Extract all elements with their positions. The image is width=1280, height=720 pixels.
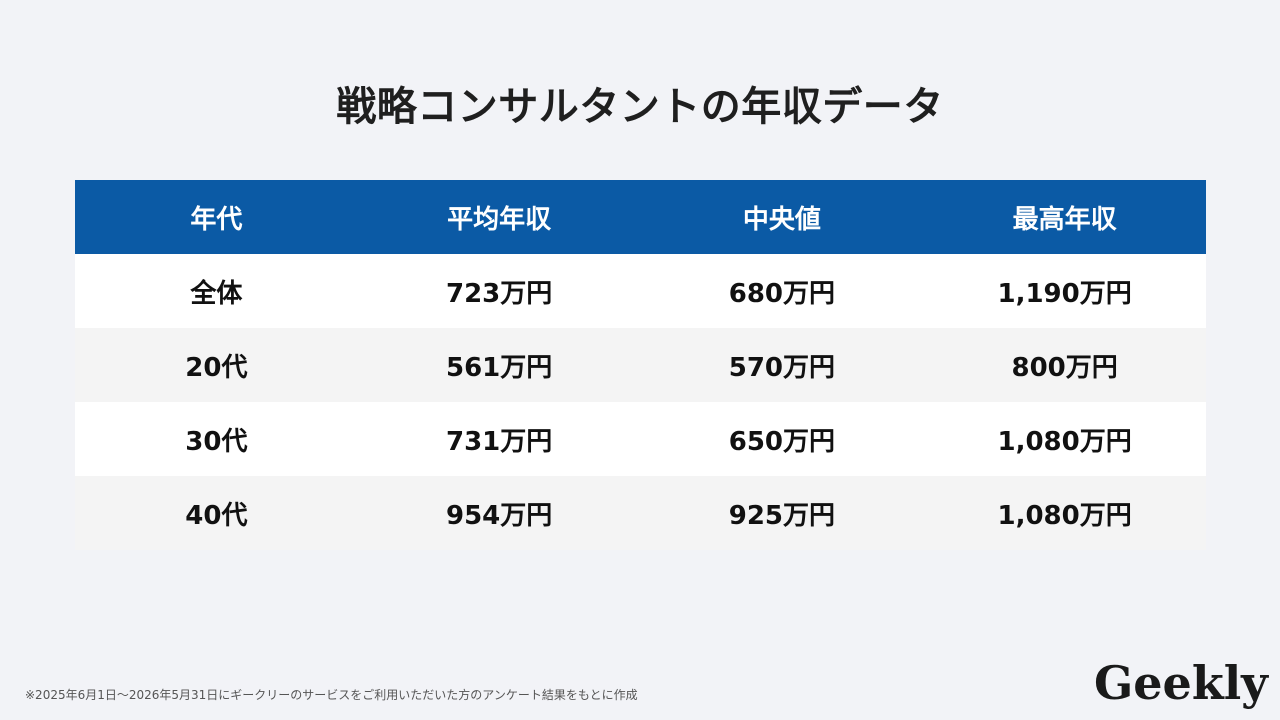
table-cell: 561万円 xyxy=(445,352,553,383)
column-header-average: 平均年収 xyxy=(447,204,552,235)
table-cell: 20代 xyxy=(185,352,248,383)
table-cell: 40代 xyxy=(185,500,248,531)
table-cell: 1,080万円 xyxy=(997,500,1132,531)
table-cell: 全体 xyxy=(190,278,243,309)
table-header-row: 年代 平均年収 中央値 最高年収 xyxy=(75,180,1206,254)
table-row: 30代 731万円 650万円 1,080万円 xyxy=(75,402,1206,476)
table-cell: 800万円 xyxy=(1011,352,1118,383)
table-cell: 680万円 xyxy=(728,278,836,309)
table-cell: 925万円 xyxy=(728,500,836,531)
table-cell: 1,080万円 xyxy=(997,426,1132,457)
salary-table: 年代 平均年収 中央値 最高年収 全体 723万円 680万円 1,190万円 … xyxy=(75,180,1206,550)
table-row: 20代 561万円 570万円 800万円 xyxy=(75,328,1206,402)
table-cell: 1,190万円 xyxy=(997,278,1132,309)
table-cell: 731万円 xyxy=(445,426,553,457)
table-row: 全体 723万円 680万円 1,190万円 xyxy=(75,254,1206,328)
footnote: ※2025年6月1日〜2026年5月31日にギークリーのサービスをご利用いただい… xyxy=(25,688,638,702)
page-title: 戦略コンサルタントの年収データ xyxy=(336,84,944,130)
column-header-max: 最高年収 xyxy=(1012,204,1117,235)
table-cell: 30代 xyxy=(185,426,248,457)
table-cell: 954万円 xyxy=(445,500,553,531)
table-cell: 723万円 xyxy=(445,278,553,309)
table-cell: 570万円 xyxy=(728,352,836,383)
column-header-age: 年代 xyxy=(190,204,243,235)
table-row: 40代 954万円 925万円 1,080万円 xyxy=(75,476,1206,550)
table-cell: 650万円 xyxy=(728,426,836,457)
geekly-logo: Geekly xyxy=(1094,656,1268,710)
column-header-median: 中央値 xyxy=(742,204,821,235)
